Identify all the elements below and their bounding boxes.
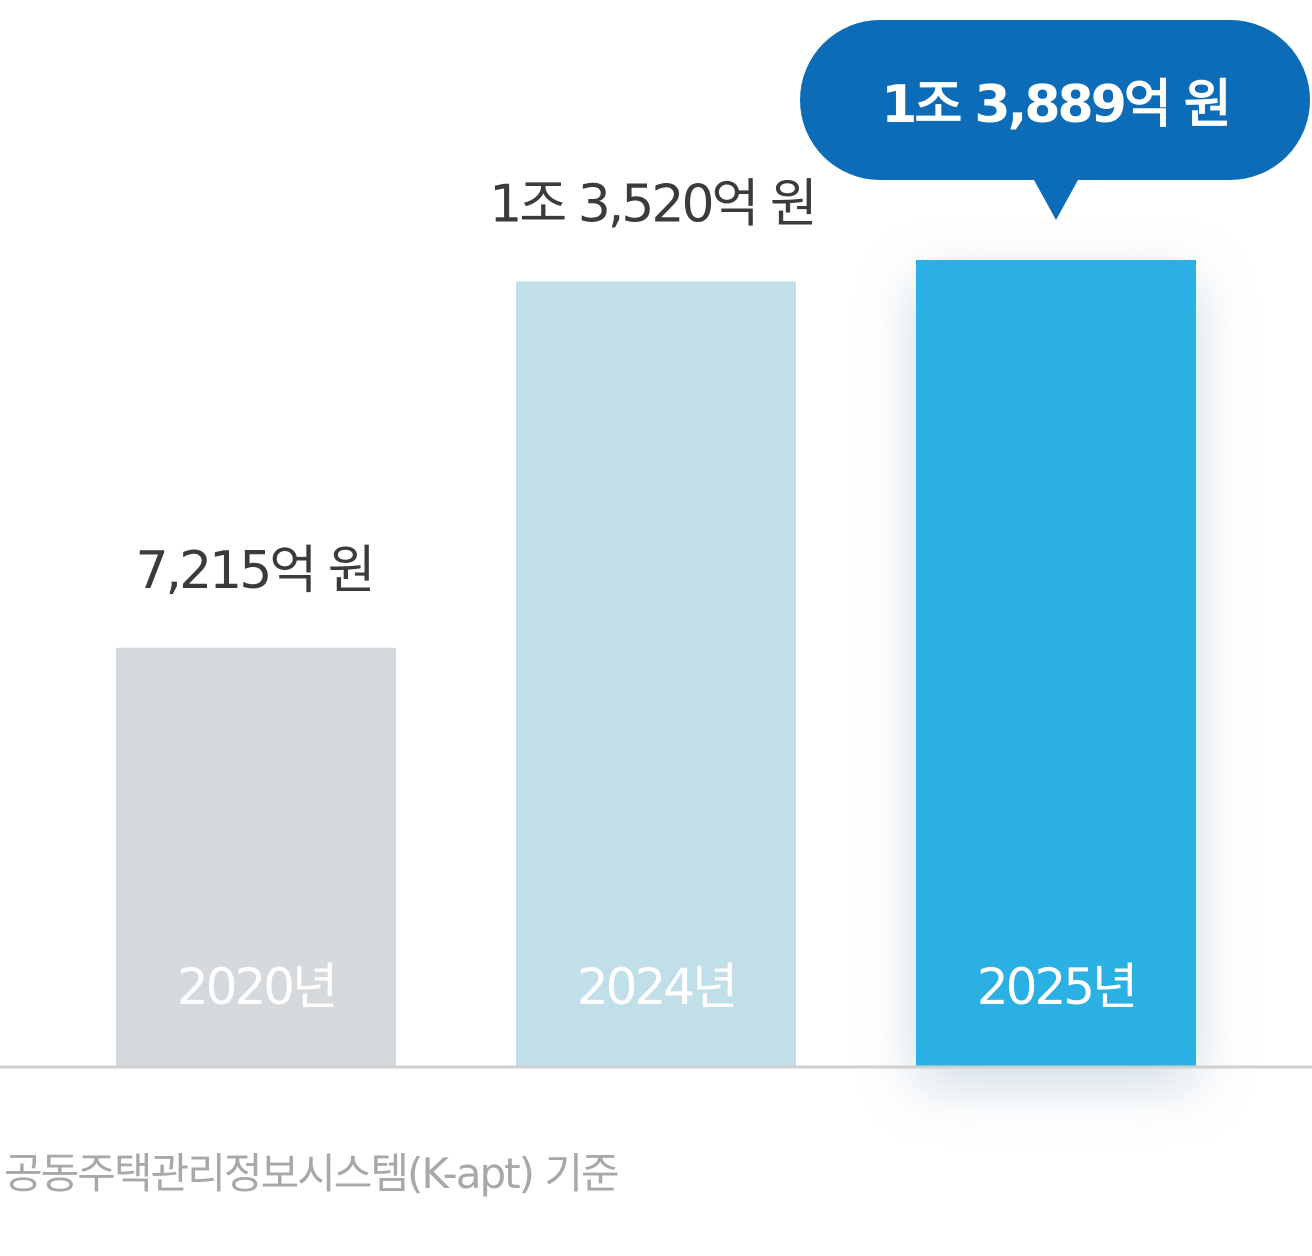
bar-value-label: 7,215억 원 (135, 541, 372, 601)
bar-category-label: 2024년 (577, 958, 735, 1016)
bar-2020년 (116, 647, 396, 1067)
source-note: 공동주택관리정보시스템(K-apt) 기준 (4, 1149, 618, 1198)
highlight-callout: 1조 3,889억 원 (800, 20, 1310, 220)
value-labels-layer: 2020년 7,215억 원 2024년 1조 3,520억 원 2025년 (135, 174, 1138, 1016)
callout-bubble (800, 20, 1310, 220)
bars-layer (116, 260, 1196, 1068)
bar-category-label: 2020년 (177, 958, 335, 1016)
callout-value-label: 1조 3,889억 원 (881, 75, 1228, 135)
bar-2025년 (916, 260, 1196, 1067)
bar-2024년 (516, 281, 796, 1068)
bar-category-label: 2025년 (977, 958, 1135, 1016)
bar-value-label: 1조 3,520억 원 (489, 174, 815, 234)
